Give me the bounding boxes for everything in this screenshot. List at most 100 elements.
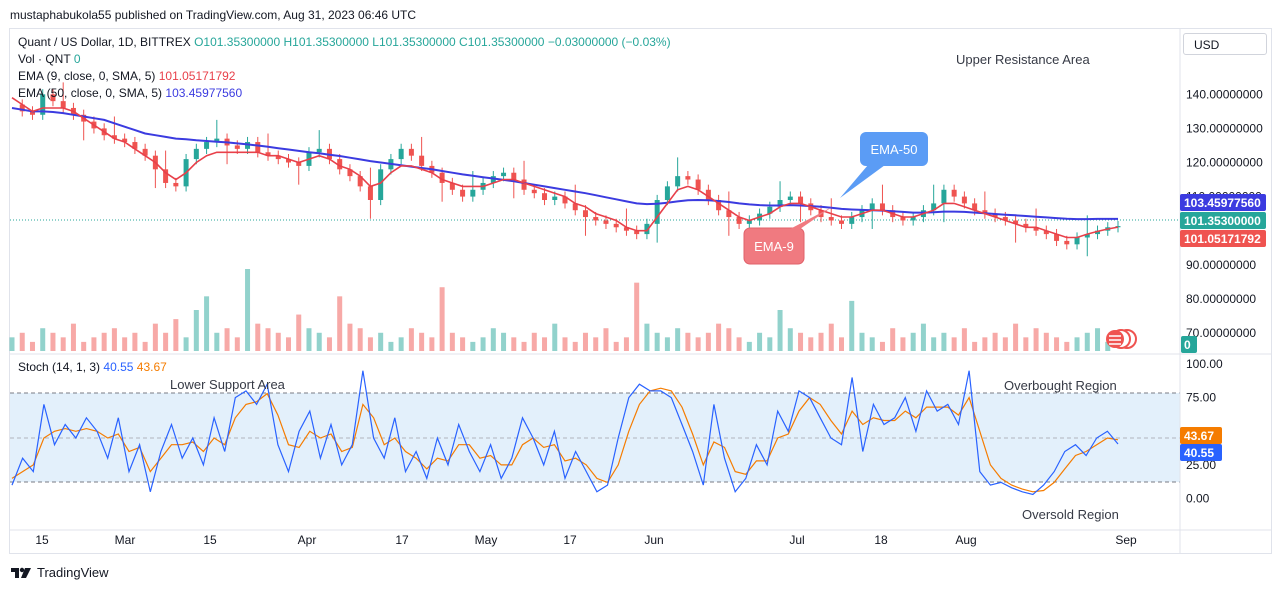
legend-ema9-label: EMA (9, close, 0, SMA, 5) — [18, 69, 156, 83]
candle-body — [1002, 217, 1008, 221]
candle-body — [849, 217, 855, 224]
volume-bar — [449, 332, 455, 351]
volume-bar — [255, 323, 261, 351]
ema9-callout-text: EMA-9 — [754, 239, 794, 254]
time-tick-label: Jul — [789, 533, 804, 547]
legend-close: C101.35300000 — [459, 35, 545, 49]
price-tick-label: 90.00000000 — [1186, 258, 1256, 272]
volume-bar — [470, 341, 476, 351]
candle-body — [398, 148, 404, 160]
volume-bar — [695, 337, 701, 351]
candle-body — [910, 217, 916, 221]
volume-tag: 0 — [1181, 336, 1197, 353]
volume-bar — [173, 319, 179, 351]
candle-body — [787, 196, 793, 200]
tradingview-logo-icon — [11, 567, 31, 578]
candle-body — [705, 189, 711, 200]
price-tick-label: 140.00000000 — [1186, 87, 1263, 101]
volume-bar — [163, 332, 169, 351]
volume-bar — [460, 337, 466, 351]
volume-bar — [572, 341, 578, 351]
candle-body — [419, 155, 425, 166]
volume-bar — [1095, 328, 1101, 351]
oversold-label: Oversold Region — [1022, 507, 1119, 522]
candle-body — [613, 223, 619, 228]
volume-bar — [910, 332, 916, 351]
candle-body — [173, 182, 179, 187]
volume-bar — [818, 332, 824, 351]
price-axis-labels: 140.00000000130.00000000120.00000000110.… — [1186, 87, 1263, 340]
volume-bar — [664, 337, 670, 351]
candle-body — [531, 189, 537, 194]
volume-bar — [316, 332, 322, 351]
volume-bar — [869, 337, 875, 351]
volume-bar — [828, 323, 834, 351]
volume-bar — [193, 310, 199, 351]
candle-body — [501, 172, 507, 177]
volume-bars — [9, 269, 1111, 351]
candle-body — [1095, 230, 1101, 235]
time-tick-label: Jun — [644, 533, 663, 547]
ema9-callout: EMA-9 — [743, 207, 832, 265]
candle-body — [726, 210, 732, 218]
legend-ema50-value: 103.45977560 — [165, 86, 243, 100]
volume-bar — [623, 337, 629, 351]
candles — [19, 82, 1121, 257]
volume-bar — [603, 328, 609, 351]
volume-bar — [736, 337, 742, 351]
time-tick-label: 17 — [563, 533, 577, 547]
publisher-line: mustaphabukola55 published on TradingVie… — [10, 8, 417, 22]
volume-bar — [798, 332, 804, 351]
candle-body — [552, 196, 558, 200]
volume-bar — [1002, 337, 1008, 351]
legend-ema50-label: EMA (50, close, 0, SMA, 5) — [18, 86, 163, 100]
candle-body — [193, 148, 199, 160]
tradingview-footer[interactable]: TradingView — [10, 565, 109, 580]
stoch-k-line — [11, 370, 1119, 496]
volume-bar — [152, 323, 158, 351]
volume-bar — [245, 269, 251, 351]
candle-body — [634, 230, 640, 235]
volume-bar — [306, 328, 312, 351]
candle-body — [1054, 234, 1060, 241]
volume-bar — [521, 341, 527, 351]
close-price-tag: 101.35300000 — [1180, 212, 1266, 229]
time-tick-label: 18 — [874, 533, 888, 547]
candle-body — [367, 186, 373, 200]
candle-body — [1043, 230, 1049, 235]
volume-bar — [101, 332, 107, 351]
candle-body — [900, 217, 906, 221]
legend-ema9-value: 101.05171792 — [158, 69, 236, 83]
volume-bar — [757, 332, 763, 351]
candle-body — [767, 206, 773, 214]
time-tick-label: May — [475, 533, 498, 547]
price-tick-label: 70.00000000 — [1186, 326, 1256, 340]
volume-bar — [542, 337, 548, 351]
candle-body — [460, 189, 466, 197]
volume-bar — [29, 341, 35, 351]
volume-bar — [367, 337, 373, 351]
lower-support-label: Lower Support Area — [170, 377, 285, 392]
time-tick-label: 15 — [203, 533, 217, 547]
currency-button[interactable]: USD — [1183, 33, 1267, 55]
time-tick-label: Apr — [298, 533, 317, 547]
candle-body — [1115, 226, 1121, 228]
ema9-line — [11, 97, 1119, 239]
volume-bar — [234, 337, 240, 351]
volume-bar — [214, 332, 220, 351]
volume-bar — [1033, 328, 1039, 351]
volume-bar — [992, 332, 998, 351]
candle-body — [972, 203, 978, 211]
volume-bar — [654, 332, 660, 351]
volume-bar — [1084, 332, 1090, 351]
volume-bar — [439, 287, 445, 351]
candle-body — [1033, 227, 1039, 231]
volume-bar — [70, 323, 76, 351]
volume-bar — [675, 328, 681, 351]
candle-body — [582, 210, 588, 218]
volume-bar — [357, 328, 363, 351]
volume-bar — [1013, 323, 1019, 351]
volume-bar — [787, 328, 793, 351]
ema50-line — [11, 107, 1118, 221]
